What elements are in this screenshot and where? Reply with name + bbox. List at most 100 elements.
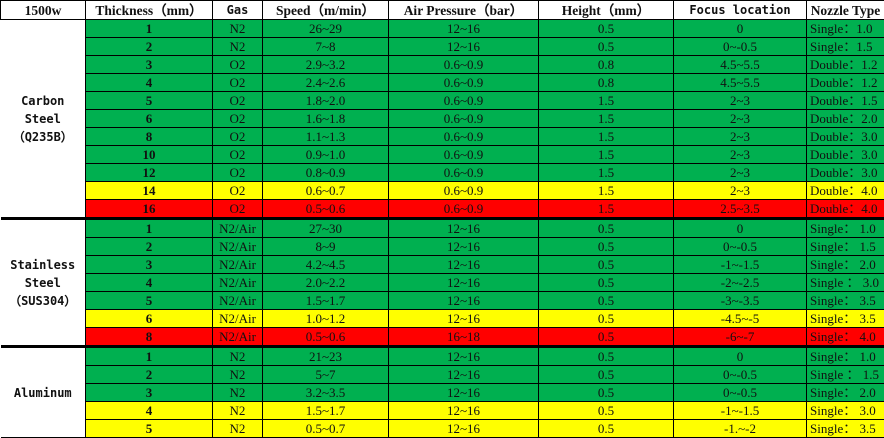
height-cell: 0.5 — [539, 347, 674, 366]
pressure-cell: 0.6~0.9 — [389, 200, 539, 219]
gas-cell: O2 — [213, 110, 263, 128]
thickness-cell: 1 — [86, 347, 213, 366]
speed-cell: 21~23 — [263, 347, 389, 366]
pressure-cell: 12~16 — [389, 20, 539, 38]
height-cell: 0.5 — [539, 420, 674, 438]
thickness-cell: 4 — [86, 402, 213, 420]
nozzle-cell: Double：4.0 — [807, 200, 884, 219]
focus-cell: 0 — [674, 347, 807, 366]
gas-cell: N2 — [213, 20, 263, 38]
gas-cell: N2/Air — [213, 256, 263, 274]
focus-cell: -3~-3.5 — [674, 292, 807, 310]
material-label-line: Steel — [1, 110, 86, 128]
nozzle-cell: Single ： 3.0 — [807, 274, 884, 292]
focus-cell: -1.~-2 — [674, 420, 807, 438]
focus-cell: -1~-1.5 — [674, 402, 807, 420]
focus-location-header: Focus location — [674, 1, 807, 20]
focus-cell: 2~3 — [674, 164, 807, 182]
nozzle-cell: Double：4.0 — [807, 182, 884, 200]
nozzle-cell: Double：3.0 — [807, 128, 884, 146]
gas-cell: N2 — [213, 38, 263, 56]
pressure-cell: 12~16 — [389, 256, 539, 274]
thickness-cell: 5 — [86, 420, 213, 438]
focus-cell: -6~-7 — [674, 328, 807, 347]
gas-cell: O2 — [213, 74, 263, 92]
power-header: 1500w — [1, 1, 86, 20]
height-cell: 0.5 — [539, 328, 674, 347]
gas-cell: N2 — [213, 366, 263, 384]
speed-cell: 4.2~4.5 — [263, 256, 389, 274]
gas-cell: O2 — [213, 92, 263, 110]
pressure-cell: 12~16 — [389, 274, 539, 292]
height-cell: 0.5 — [539, 366, 674, 384]
nozzle-cell: Single： 4.0 — [807, 328, 884, 347]
pressure-cell: 0.6~0.9 — [389, 110, 539, 128]
height-cell: 0.5 — [539, 256, 674, 274]
focus-cell: 2~3 — [674, 128, 807, 146]
speed-cell: 26~29 — [263, 20, 389, 38]
material-label-line: （Q235B） — [1, 128, 86, 146]
height-cell: 1.5 — [539, 164, 674, 182]
speed-cell: 1.5~1.7 — [263, 402, 389, 420]
nozzle-cell: Single： 3.5 — [807, 292, 884, 310]
focus-cell: 0~-0.5 — [674, 384, 807, 402]
height-cell: 0.5 — [539, 38, 674, 56]
thickness-cell: 14 — [86, 182, 213, 200]
height-cell: 1.5 — [539, 92, 674, 110]
nozzle-cell: Single： 2.0 — [807, 256, 884, 274]
pressure-cell: 12~16 — [389, 292, 539, 310]
nozzle-cell: Single： 1.0 — [807, 347, 884, 366]
thickness-cell: 5 — [86, 292, 213, 310]
nozzle-cell: Single ： 1.5 — [807, 366, 884, 384]
speed-cell: 7~8 — [263, 38, 389, 56]
nozzle-cell: Single： 3.0 — [807, 402, 884, 420]
nozzle-cell: Single： 3.5 — [807, 310, 884, 328]
pressure-cell: 0.6~0.9 — [389, 92, 539, 110]
focus-cell: 0 — [674, 20, 807, 38]
focus-cell: 2~3 — [674, 146, 807, 164]
pressure-cell: 12~16 — [389, 402, 539, 420]
thickness-cell: 3 — [86, 384, 213, 402]
pressure-cell: 0.6~0.9 — [389, 74, 539, 92]
gas-cell: O2 — [213, 56, 263, 74]
height-cell: 0.5 — [539, 238, 674, 256]
height-cell: 0.5 — [539, 20, 674, 38]
speed-header: Speed（m/min） — [263, 1, 389, 20]
focus-cell: 0~-0.5 — [674, 366, 807, 384]
gas-cell: N2 — [213, 384, 263, 402]
height-cell: 0.5 — [539, 274, 674, 292]
focus-cell: -4.5~-5 — [674, 310, 807, 328]
height-cell: 0.5 — [539, 292, 674, 310]
pressure-cell: 16~18 — [389, 328, 539, 347]
gas-header: Gas — [213, 1, 263, 20]
thickness-cell: 12 — [86, 164, 213, 182]
thickness-cell: 3 — [86, 56, 213, 74]
nozzle-cell: Single： 1.0 — [807, 219, 884, 238]
speed-cell: 0.5~0.6 — [263, 200, 389, 219]
thickness-cell: 6 — [86, 110, 213, 128]
height-cell: 1.5 — [539, 146, 674, 164]
nozzle-type-header: Nozzle Type — [807, 1, 884, 20]
nozzle-cell: Single： 1.5 — [807, 238, 884, 256]
gas-cell: O2 — [213, 128, 263, 146]
thickness-cell: 8 — [86, 128, 213, 146]
pressure-cell: 12~16 — [389, 366, 539, 384]
height-cell: 0.5 — [539, 402, 674, 420]
nozzle-cell: Single：1.5 — [807, 38, 884, 56]
pressure-cell: 0.6~0.9 — [389, 146, 539, 164]
gas-cell: N2 — [213, 402, 263, 420]
